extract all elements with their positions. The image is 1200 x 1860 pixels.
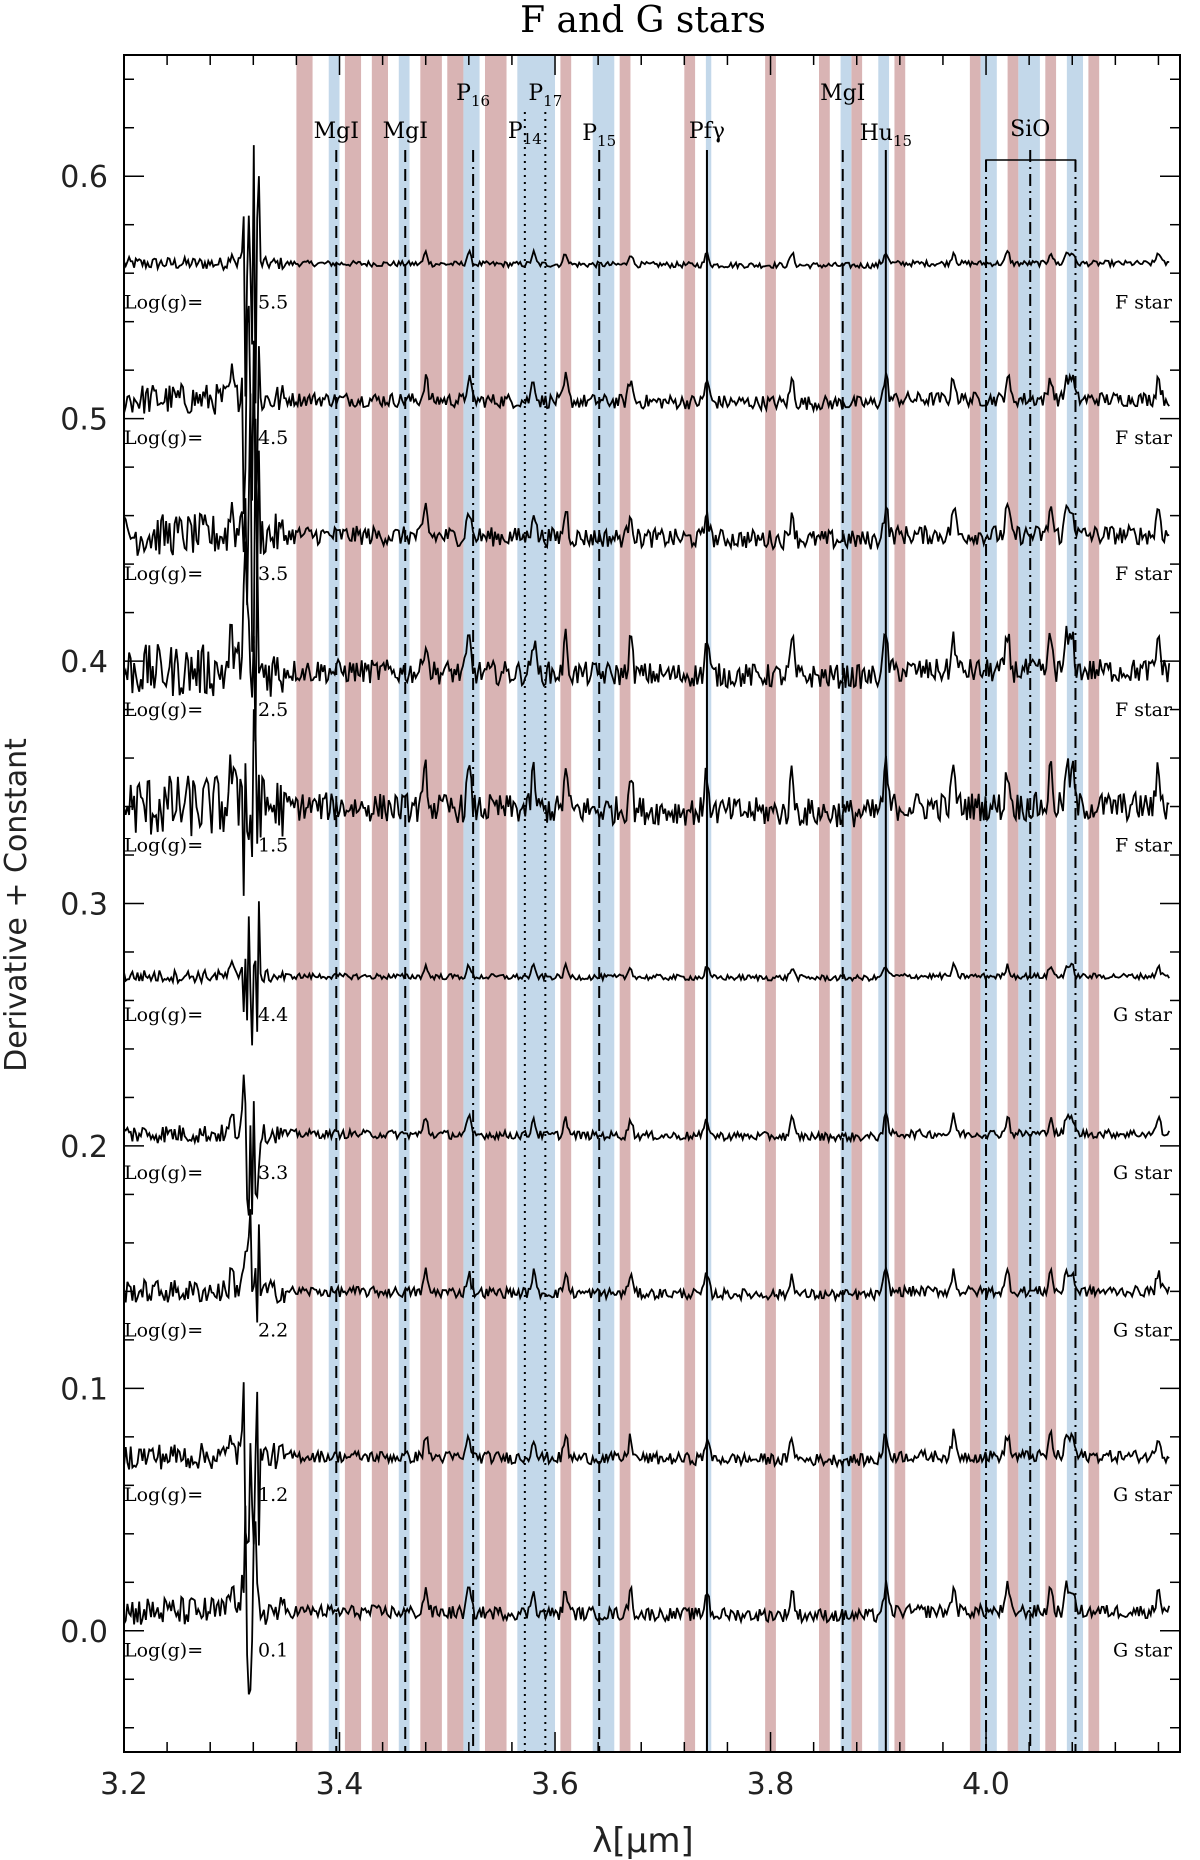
red-band-9 xyxy=(765,55,776,1752)
logg-label-5: Log(g)= xyxy=(124,1004,203,1026)
star-type-label-2: F star xyxy=(1115,563,1173,585)
spectrum-line-6 xyxy=(123,1074,1171,1216)
spectrum-line-9 xyxy=(123,1505,1171,1695)
x-tick-label-2: 3.6 xyxy=(531,1767,579,1802)
red-band-14 xyxy=(1007,55,1019,1752)
logg-label-2: Log(g)= xyxy=(124,563,203,585)
spectra-series: Log(g)= 5.5 F star Log(g)= 4.5 F star Log(g)= 3… xyxy=(123,145,1173,1695)
red-band-2 xyxy=(371,55,388,1752)
y-tick-label-2: 0.2 xyxy=(60,1130,108,1165)
x-tick-label-0: 3.2 xyxy=(100,1767,148,1802)
logg-value-8: 1.2 xyxy=(258,1484,288,1506)
x-tick-label-3: 3.8 xyxy=(747,1767,795,1802)
spectrum-line-8 xyxy=(123,1382,1170,1546)
axes: 3.2 3.4 3.6 3.8 4.0 0.0 0.1 0.2 0.3 0.4 0.5 0.6 xyxy=(60,54,1181,1802)
blue-band-4 xyxy=(592,55,615,1752)
logg-label-0: Log(g)= xyxy=(124,291,203,313)
star-type-label-8: G star xyxy=(1113,1484,1173,1506)
spectrum-line-1 xyxy=(123,305,1170,515)
line-id-label-7: MgI xyxy=(820,81,865,106)
spectrum-line-5 xyxy=(123,901,1170,1046)
red-band-4 xyxy=(447,55,464,1752)
red-band-8 xyxy=(684,55,696,1752)
star-type-label-3: F star xyxy=(1115,699,1173,721)
logg-label-6: Log(g)= xyxy=(124,1162,203,1184)
y-tick-label-6: 0.6 xyxy=(60,160,108,195)
red-band-7 xyxy=(619,55,631,1752)
logg-label-7: Log(g)= xyxy=(124,1319,203,1341)
spectrum-line-0 xyxy=(123,145,1170,404)
x-tick-label-4: 4.0 xyxy=(962,1767,1010,1802)
logg-label-4: Log(g)= xyxy=(124,835,203,857)
y-tick-label-5: 0.5 xyxy=(60,403,108,438)
red-band-3 xyxy=(420,55,442,1752)
star-type-label-9: G star xyxy=(1113,1639,1173,1661)
red-band-12 xyxy=(894,55,906,1752)
blue-band-1 xyxy=(398,55,410,1752)
blue-band-8 xyxy=(980,55,997,1752)
blue-band-10 xyxy=(1066,55,1084,1752)
blue-band-9 xyxy=(1018,55,1040,1752)
logg-label-8: Log(g)= xyxy=(124,1484,203,1506)
logg-label-1: Log(g)= xyxy=(124,427,203,449)
y-tick-label-4: 0.4 xyxy=(60,645,108,680)
y-axis-label: Derivative + Constant xyxy=(0,738,34,1072)
star-type-label-4: F star xyxy=(1115,835,1173,857)
y-tick-label-3: 0.3 xyxy=(60,888,108,923)
chart-title: F and G stars xyxy=(520,0,766,41)
red-band-0 xyxy=(296,55,313,1752)
red-band-13 xyxy=(969,55,981,1752)
blue-band-3 xyxy=(517,55,556,1752)
y-tick-label-1: 0.1 xyxy=(60,1372,108,1407)
red-band-10 xyxy=(819,55,830,1752)
red-band-1 xyxy=(344,55,362,1752)
star-type-label-6: G star xyxy=(1113,1162,1173,1184)
x-tick-label-1: 3.4 xyxy=(316,1767,364,1802)
line-id-label-1: MgI xyxy=(383,119,428,144)
star-type-label-7: G star xyxy=(1113,1319,1173,1341)
logg-value-5: 4.4 xyxy=(258,1004,288,1026)
logg-value-9: 0.1 xyxy=(258,1639,288,1661)
spectrum-line-2 xyxy=(123,393,1170,652)
line-id-label-0: MgI xyxy=(314,119,359,144)
logg-label-3: Log(g)= xyxy=(124,699,203,721)
red-band-6 xyxy=(560,55,572,1752)
blue-band-7 xyxy=(878,55,890,1752)
star-type-label-5: G star xyxy=(1113,1004,1173,1026)
blue-band-2 xyxy=(463,55,480,1752)
spectrum-line-7 xyxy=(123,1209,1171,1323)
logg-value-3: 2.5 xyxy=(258,699,288,721)
line-id-label-9: SiO xyxy=(1010,117,1050,142)
blue-band-5 xyxy=(705,55,712,1752)
red-band-15 xyxy=(1045,55,1057,1752)
star-type-label-1: F star xyxy=(1115,427,1173,449)
logg-value-7: 2.2 xyxy=(258,1319,288,1341)
logg-label-9: Log(g)= xyxy=(124,1639,203,1661)
blue-band-6 xyxy=(840,55,852,1752)
logg-value-1: 4.5 xyxy=(258,427,288,449)
sio-bracket xyxy=(985,159,1077,172)
red-band-5 xyxy=(484,55,507,1752)
blue-band-0 xyxy=(328,55,340,1752)
y-tick-label-0: 0.0 xyxy=(60,1615,108,1650)
line-id-label-6: Pfγ xyxy=(689,119,725,144)
spectrum-line-4 xyxy=(123,709,1170,896)
red-band-16 xyxy=(1088,55,1100,1752)
star-type-label-0: F star xyxy=(1115,291,1173,313)
spectrum-line-3 xyxy=(123,541,1171,742)
red-band-11 xyxy=(851,55,863,1752)
logg-value-0: 5.5 xyxy=(258,291,288,313)
x-axis-label: λ[μm] xyxy=(592,1821,693,1860)
line-bands xyxy=(296,55,1100,1752)
logg-value-6: 3.3 xyxy=(258,1162,288,1184)
logg-value-4: 1.5 xyxy=(258,835,288,857)
logg-value-2: 3.5 xyxy=(258,563,288,585)
